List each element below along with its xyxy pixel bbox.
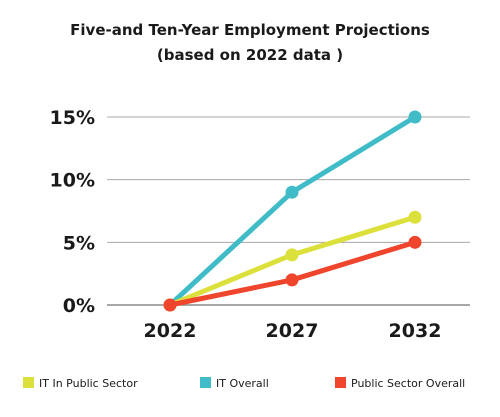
y-tick-label: 15% [50, 107, 95, 129]
series-group [163, 110, 422, 312]
x-tick-label: 2032 [389, 320, 442, 342]
data-point [163, 298, 177, 312]
legend-item: IT Overall [200, 377, 269, 390]
data-point [285, 248, 299, 262]
legend-swatch [335, 377, 346, 388]
legend-label: IT Overall [216, 377, 269, 390]
data-point [285, 185, 299, 199]
data-point [408, 235, 422, 249]
x-tick-label: 2022 [144, 320, 197, 342]
y-axis-ticks: 0% 5% 10% 15% [50, 107, 95, 317]
data-point [408, 110, 422, 124]
y-tick-label: 5% [63, 232, 95, 254]
legend-item: IT In Public Sector [23, 377, 138, 390]
series [163, 235, 422, 312]
legend-swatch [200, 377, 211, 388]
legend-label: IT In Public Sector [39, 377, 138, 390]
legend-swatch [23, 377, 34, 388]
data-point [408, 210, 422, 224]
chart-title-block: Five-and Ten-Year Employment Projections… [0, 18, 500, 68]
x-axis-ticks: 2022 2027 2032 [144, 320, 442, 342]
legend: IT In Public Sector IT Overall Public Sect… [23, 377, 465, 390]
y-tick-label: 10% [50, 170, 95, 192]
legend-label: Public Sector Overall [351, 377, 465, 390]
legend-item: Public Sector Overall [335, 377, 465, 390]
chart-subtitle: (based on 2022 data ) [156, 46, 344, 64]
x-tick-label: 2027 [266, 320, 319, 342]
data-point [285, 273, 299, 287]
y-tick-label: 0% [63, 295, 95, 317]
chart-title: Five-and Ten-Year Employment Projections [70, 21, 430, 39]
